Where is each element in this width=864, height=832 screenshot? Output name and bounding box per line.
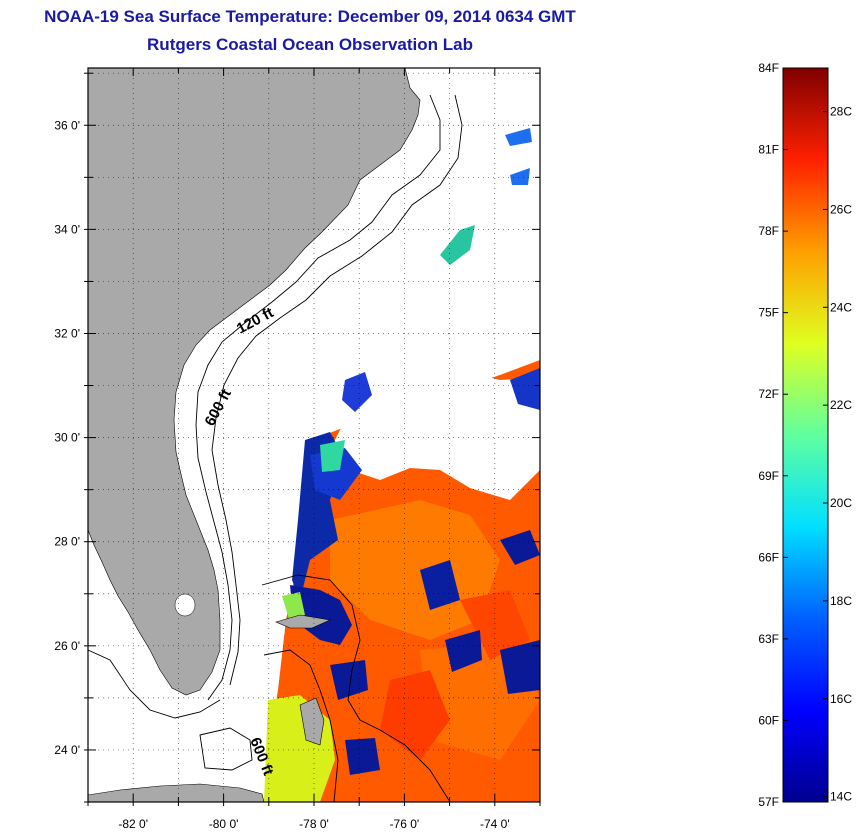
colorbar-f-label: 84F [758, 61, 779, 75]
colorbar-f-label: 75F [758, 306, 779, 320]
sst-cold-patch [500, 640, 540, 694]
colorbar-f-label: 60F [758, 713, 779, 727]
sst-cold-patch [500, 530, 540, 565]
sst-green-patch [320, 440, 345, 472]
lat-tick-label: 30 0' [54, 431, 80, 445]
sst-cold-patch [510, 368, 540, 410]
lat-tick-label: 28 0' [54, 535, 80, 549]
isobaths [88, 94, 463, 802]
lat-tick-label: 36 0' [54, 118, 80, 132]
land-bahamas-andros [299, 697, 325, 746]
map-axis-labels: 36 0' 34 0' 32 0' 30 0' 28 0' 26 0' 24 0… [54, 118, 509, 831]
cloud-cover [330, 360, 540, 500]
colorbar-labels: 84F 81F 78F 75F 72F 69F 66F 63F 60F 57F … [758, 61, 852, 809]
lon-tick-label: -74 0' [480, 817, 510, 831]
lat-tick-label: 26 0' [54, 639, 80, 653]
colorbar-f-label: 72F [758, 387, 779, 401]
sst-green-shelf [282, 592, 305, 622]
lon-tick-label: -80 0' [209, 817, 239, 831]
land-us-southeast [88, 68, 421, 696]
isobath-keys [199, 727, 253, 771]
colorbar-c-label: 22C [830, 398, 852, 412]
colorbar [782, 67, 829, 803]
colorbar-c-label: 18C [830, 594, 852, 608]
colorbar-c-label: 16C [830, 692, 852, 706]
colorbar-f-label: 81F [758, 143, 779, 157]
colorbar-c-label: 28C [830, 105, 852, 119]
sst-cold-patch [342, 372, 372, 412]
sst-cold-patch [510, 168, 530, 185]
map-graticule [87, 68, 541, 803]
isobath-bahamas [261, 574, 451, 802]
colorbar-f-label: 57F [758, 795, 779, 809]
map-title: NOAA-19 Sea Surface Temperature: Decembe… [44, 7, 576, 26]
colorbar-c-label: 26C [830, 202, 852, 216]
colorbar-f-label: 63F [758, 632, 779, 646]
sst-red-patch [460, 590, 530, 660]
sst-cold-patch [440, 225, 475, 265]
map-subtitle: Rutgers Coastal Ocean Observation Lab [147, 35, 473, 54]
sst-red-patch [380, 670, 450, 760]
isobath-120ft [195, 94, 441, 701]
isobath-bahamas-inner [263, 649, 339, 802]
lake-okeechobee [174, 593, 196, 617]
sst-cold-patch [420, 560, 460, 610]
colorbar-f-label: 66F [758, 550, 779, 564]
lon-tick-label: -78 0' [299, 817, 329, 831]
colorbar-ticks [783, 67, 828, 803]
isobath-florida-bay [88, 649, 221, 719]
sst-cold-patch [345, 738, 380, 775]
lon-tick-label: -76 0' [390, 817, 420, 831]
bahamas-bank-water [290, 585, 352, 645]
lon-tick-label: -82 0' [118, 817, 148, 831]
sst-cold-patch [330, 660, 368, 700]
lat-tick-label: 32 0' [54, 326, 80, 340]
sst-cold-patch [505, 128, 532, 146]
colorbar-c-label: 20C [830, 496, 852, 510]
sst-swath [264, 128, 540, 802]
map-ticks [84, 68, 541, 806]
lat-tick-label: 34 0' [54, 222, 80, 236]
land-bahamas-grand [275, 614, 332, 629]
colorbar-c-label: 14C [830, 790, 852, 804]
colorbar-f-label: 69F [758, 469, 779, 483]
colorbar-c-label: 24C [830, 300, 852, 314]
sst-orange-patch [330, 500, 500, 640]
sst-cold-patch [445, 630, 482, 672]
colorbar-f-label: 78F [758, 224, 779, 238]
lat-tick-label: 24 0' [54, 743, 80, 757]
isobath-600ft [211, 94, 463, 686]
